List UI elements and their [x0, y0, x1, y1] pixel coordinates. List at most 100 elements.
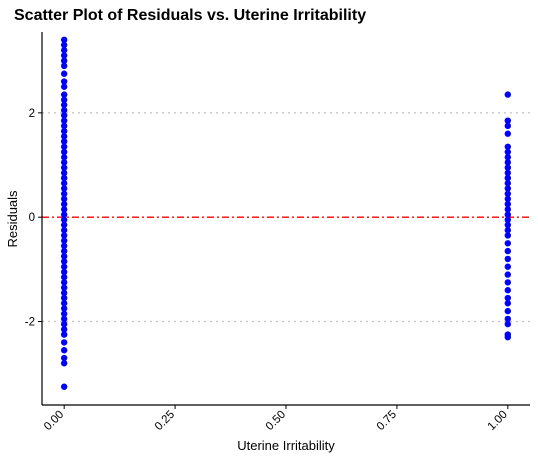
data-points [60, 36, 512, 390]
chart-title: Scatter Plot of Residuals vs. Uterine Ir… [14, 7, 366, 24]
data-point [60, 148, 68, 156]
data-point [504, 190, 512, 197]
data-point [60, 310, 68, 317]
data-point [504, 200, 512, 208]
data-point [60, 169, 68, 177]
data-point [60, 200, 68, 208]
data-point [60, 211, 68, 218]
data-point [60, 300, 68, 307]
data-point [504, 247, 512, 255]
data-point [60, 253, 68, 260]
data-point [60, 96, 68, 104]
data-point [504, 169, 512, 177]
data-point [60, 263, 68, 270]
y-tick-label: -2 [25, 317, 35, 329]
data-point [60, 315, 68, 323]
data-point [60, 36, 68, 44]
data-point [504, 287, 512, 294]
data-point [60, 127, 68, 135]
data-point [60, 154, 68, 161]
data-point [60, 279, 68, 286]
data-point [60, 159, 68, 166]
data-point [504, 227, 512, 234]
data-point [504, 240, 512, 247]
data-point [504, 159, 512, 166]
data-point [60, 247, 68, 255]
data-point [60, 305, 68, 312]
data-point [60, 237, 68, 244]
data-point [504, 300, 512, 307]
data-point [504, 180, 512, 187]
data-point [60, 339, 68, 346]
data-point [504, 195, 512, 203]
data-point [504, 216, 512, 224]
data-point [504, 122, 512, 130]
y-tick-label: 0 [29, 212, 35, 224]
data-point [60, 122, 68, 130]
data-point [60, 190, 68, 197]
data-point [60, 232, 68, 239]
data-point [504, 164, 512, 171]
data-point [504, 117, 512, 124]
y-tick-label: 2 [29, 108, 35, 120]
data-point [504, 154, 512, 161]
data-point [504, 294, 512, 302]
data-point [60, 320, 68, 328]
data-point [60, 195, 68, 203]
x-tick-label: 0.00 [42, 409, 66, 433]
data-point [60, 41, 68, 49]
data-point [60, 112, 68, 119]
data-point [504, 255, 512, 263]
data-point [60, 383, 68, 390]
data-point [60, 273, 68, 281]
data-point [60, 133, 68, 140]
data-point [504, 91, 512, 98]
data-point [60, 221, 68, 229]
data-point [60, 52, 68, 59]
x-ticks: 0.00 0.25 0.50 0.75 1.00 [42, 405, 510, 433]
data-point [504, 271, 512, 278]
data-point [60, 57, 68, 64]
data-point [60, 242, 68, 250]
data-point [60, 268, 68, 276]
data-point [504, 333, 512, 341]
data-point [60, 227, 68, 234]
data-point [60, 91, 68, 98]
x-tick-label: 0.50 [264, 409, 288, 433]
data-point [504, 185, 512, 192]
data-point [60, 164, 68, 171]
data-point [60, 347, 68, 354]
data-point [504, 130, 512, 137]
data-point [504, 315, 512, 323]
x-axis-label: Uterine Irritability [237, 438, 335, 453]
data-point [504, 221, 512, 229]
data-point [504, 206, 512, 213]
data-point [60, 78, 68, 85]
data-point [60, 101, 68, 109]
data-point [504, 211, 512, 218]
data-point [60, 216, 68, 224]
axes [41, 32, 530, 406]
data-point [60, 326, 68, 333]
data-point [60, 284, 68, 291]
data-point [504, 148, 512, 156]
data-point [504, 174, 512, 182]
data-point [60, 174, 68, 182]
data-point [60, 47, 68, 54]
data-point [60, 143, 68, 150]
data-point [60, 331, 68, 338]
data-point [60, 289, 68, 297]
data-point [60, 62, 68, 70]
x-tick-label: 0.25 [153, 409, 177, 433]
data-point [60, 117, 68, 124]
data-point [504, 320, 512, 328]
data-point [60, 294, 68, 302]
data-point [60, 206, 68, 213]
data-point [504, 232, 512, 239]
reference-lines [42, 112, 530, 323]
data-point [504, 143, 512, 150]
data-point [504, 307, 512, 315]
data-point [60, 258, 68, 265]
